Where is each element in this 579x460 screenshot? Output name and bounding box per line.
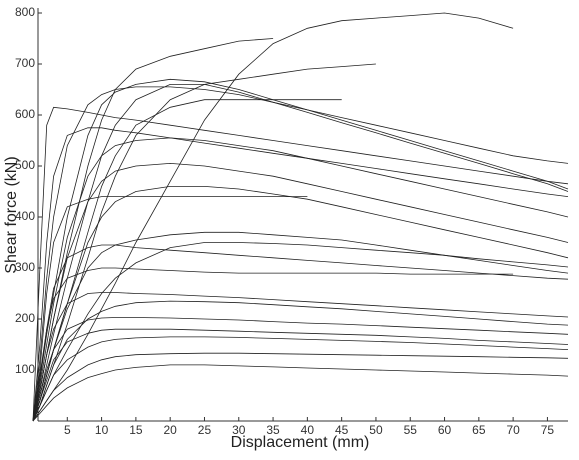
y-tick-label: 500 (15, 158, 35, 172)
x-tick-label: 60 (438, 423, 452, 437)
x-tick-label: 10 (95, 423, 109, 437)
curve (32, 127, 569, 422)
curve (32, 84, 569, 422)
curve (32, 106, 569, 422)
x-tick-label: 55 (404, 423, 418, 437)
curve (32, 78, 569, 422)
y-tick-label: 400 (15, 209, 35, 223)
curve (32, 86, 569, 422)
x-tick-label: 30 (232, 423, 246, 437)
curve (32, 99, 342, 422)
x-tick-label: 75 (541, 423, 555, 437)
curve (32, 267, 514, 422)
curve (32, 328, 569, 422)
curve (32, 231, 569, 422)
y-tick-label: 800 (15, 5, 35, 19)
x-axis-label: Displacement (mm) (231, 434, 370, 451)
curve (32, 292, 569, 422)
y-axis-label: Shear force (kN) (3, 156, 20, 273)
curve (32, 336, 569, 422)
curve (32, 300, 569, 422)
x-tick-label: 20 (163, 423, 177, 437)
curve (32, 38, 274, 422)
curve (32, 317, 569, 422)
x-tick-label: 15 (129, 423, 143, 437)
curve (32, 137, 569, 422)
x-tick-label: 45 (335, 423, 349, 437)
y-tick-label: 600 (15, 107, 35, 121)
x-tick-label: 5 (64, 423, 71, 437)
curve (32, 352, 569, 422)
x-tick-label: 70 (506, 423, 520, 437)
x-tick-label: 50 (369, 423, 383, 437)
curve (32, 364, 569, 422)
y-tick-label: 700 (15, 56, 35, 70)
y-tick-label: 300 (15, 260, 35, 274)
x-tick-label: 25 (198, 423, 212, 437)
curve (32, 242, 569, 422)
x-tick-label: 40 (301, 423, 315, 437)
x-tick-label: 65 (472, 423, 486, 437)
curve (32, 196, 308, 422)
y-tick-label: 100 (15, 362, 35, 376)
curve (32, 186, 569, 422)
y-tick-label: 200 (15, 311, 35, 325)
curve (32, 244, 569, 422)
x-tick-label: 35 (266, 423, 280, 437)
curve (32, 12, 514, 422)
